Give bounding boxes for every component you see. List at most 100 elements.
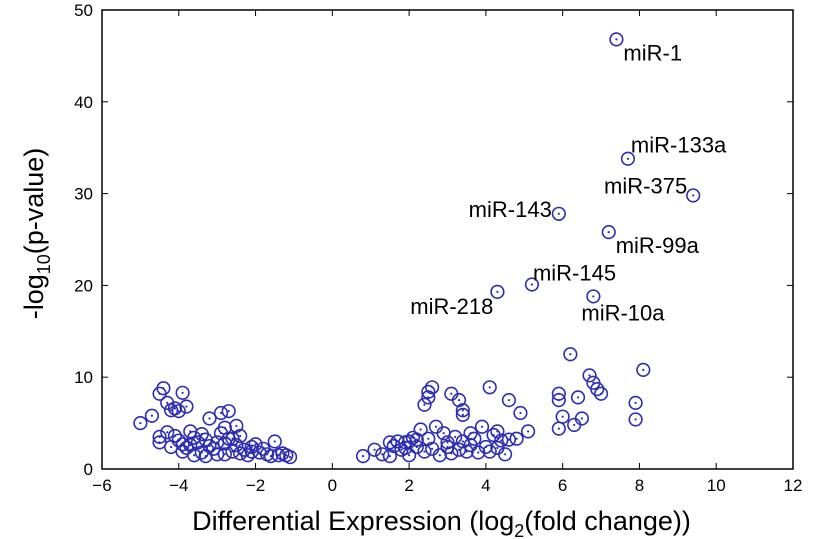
data-point-center — [208, 417, 211, 420]
data-point-center — [170, 445, 173, 449]
data-point-ring — [620, 151, 636, 166]
data-point-ring — [490, 284, 505, 299]
annotation-label: miR-143 — [469, 197, 552, 222]
data-point — [171, 404, 186, 419]
data-point-center — [573, 423, 576, 427]
data-point-center — [204, 455, 207, 458]
data-point-center — [423, 403, 426, 406]
data-point-center — [181, 391, 184, 394]
data-point-center — [427, 390, 430, 393]
data-point — [474, 419, 490, 434]
data-point-ring — [183, 438, 198, 453]
data-point-center — [454, 435, 457, 438]
data-point-center — [235, 424, 238, 427]
data-point — [225, 431, 240, 446]
data-point-center — [457, 399, 461, 402]
data-point-center — [250, 450, 253, 453]
data-point-center — [166, 401, 169, 405]
x-tick-label: 8 — [635, 476, 644, 495]
data-point-ring — [482, 380, 497, 395]
data-point — [555, 409, 570, 424]
data-point — [686, 188, 701, 203]
data-point-ring — [451, 393, 467, 408]
data-point-ring — [171, 404, 186, 419]
data-point — [574, 411, 589, 426]
data-point — [164, 439, 179, 455]
data-point-ring — [233, 428, 248, 444]
data-point — [183, 438, 198, 453]
data-point-center — [503, 453, 507, 456]
data-point-ring — [494, 433, 509, 448]
data-point-center — [404, 446, 407, 449]
annotation-label: miR-133a — [631, 133, 727, 158]
data-point-ring — [521, 424, 536, 439]
data-point-center — [442, 432, 445, 435]
data-point — [144, 408, 160, 423]
data-point-center — [216, 441, 219, 444]
data-point-ring — [425, 380, 440, 395]
data-point-ring — [497, 447, 513, 462]
data-point-center — [461, 409, 464, 412]
data-point — [210, 435, 225, 450]
data-point-center — [273, 440, 276, 443]
data-point — [501, 432, 517, 447]
data-point-ring — [175, 385, 190, 400]
x-tick-label: −4 — [169, 476, 188, 495]
data-point — [382, 449, 398, 464]
data-point-ring — [160, 425, 175, 440]
data-point — [524, 277, 540, 292]
y-tick-label: 40 — [74, 93, 93, 112]
data-point — [194, 427, 209, 442]
x-tick-label: 12 — [784, 476, 803, 495]
data-point-ring — [570, 390, 586, 405]
data-point — [398, 440, 413, 455]
data-point-ring — [248, 437, 263, 452]
data-point-ring — [382, 435, 398, 450]
data-point-center — [527, 430, 530, 433]
data-point-center — [193, 454, 196, 457]
data-point-ring — [555, 409, 570, 424]
data-point — [582, 368, 597, 383]
data-point-ring — [179, 440, 194, 455]
data-point-ring — [402, 448, 417, 463]
data-point-ring — [413, 422, 428, 437]
data-point-ring — [455, 407, 470, 422]
annotation-label: miR-375 — [604, 173, 687, 198]
data-point-center — [599, 392, 603, 395]
data-point — [421, 431, 436, 446]
data-point-center — [219, 411, 223, 415]
data-point-center — [438, 454, 441, 457]
data-point — [451, 393, 467, 408]
data-point-ring — [593, 386, 609, 401]
data-point — [417, 444, 432, 459]
data-point-ring — [551, 393, 566, 408]
data-point-ring — [409, 432, 424, 447]
data-point-ring — [582, 368, 597, 383]
x-tick-label: 4 — [481, 476, 490, 495]
annotation-label: miR-10a — [581, 300, 665, 325]
data-point — [567, 417, 582, 433]
data-point-center — [415, 438, 418, 441]
data-point-center — [265, 453, 269, 456]
annotations: miR-1 miR-133a miR-375 miR-143 miR-99amiR-14… — [410, 40, 727, 325]
data-point-center — [289, 455, 292, 459]
data-point-center — [239, 434, 242, 438]
data-point-center — [177, 410, 180, 413]
data-point-center — [496, 290, 499, 293]
data-point — [628, 412, 643, 427]
data-point-center — [592, 295, 595, 298]
data-point-center — [496, 446, 499, 449]
data-point — [601, 225, 616, 240]
y-axis-title: -log10(p-value) — [19, 148, 54, 320]
data-point-ring — [417, 444, 432, 459]
data-point-ring — [501, 432, 517, 447]
data-point-center — [254, 443, 257, 446]
data-point-center — [381, 453, 384, 456]
data-point — [233, 428, 248, 444]
y-tick-label: 50 — [74, 1, 93, 20]
ticks: −6 −4 −2 0 2 4 6 8 10 12 0 10 20 30 40 50 — [74, 1, 802, 495]
data-point — [367, 442, 382, 457]
data-point-ring — [179, 399, 194, 414]
data-points — [133, 32, 701, 465]
